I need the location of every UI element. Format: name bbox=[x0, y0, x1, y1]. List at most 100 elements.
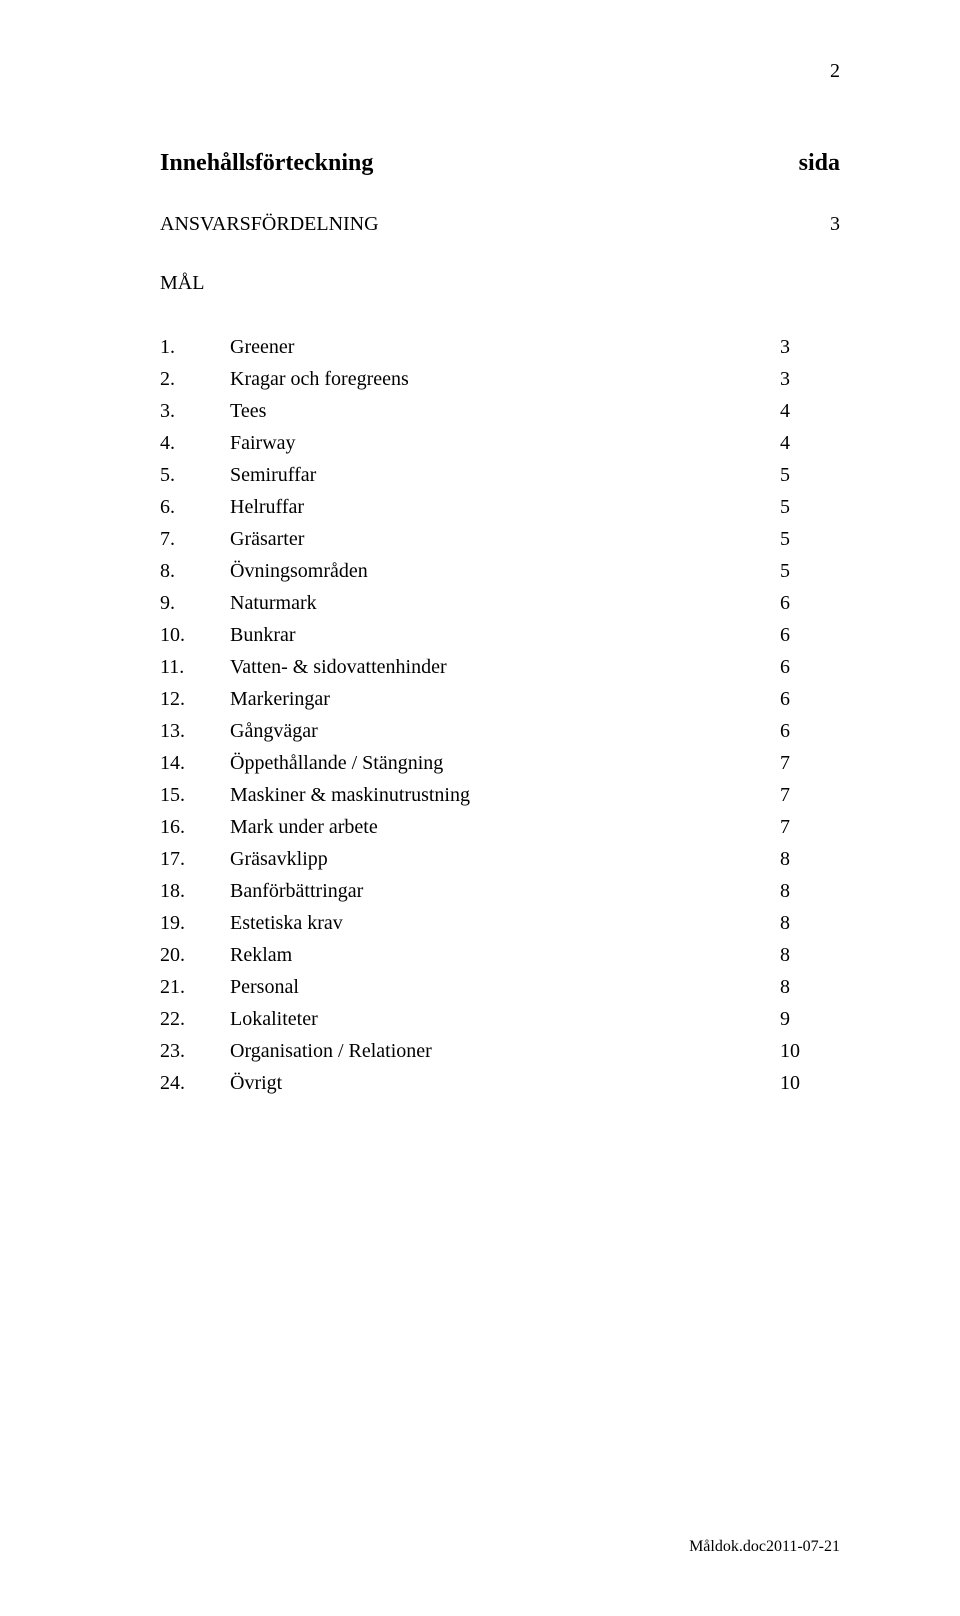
toc-row: 10.Bunkrar6 bbox=[160, 619, 840, 651]
toc-row-number: 12. bbox=[160, 683, 230, 715]
toc-row: 13.Gångvägar6 bbox=[160, 715, 840, 747]
toc-row-page: 6 bbox=[760, 715, 840, 747]
toc-row-number: 23. bbox=[160, 1035, 230, 1067]
toc-row-title: Gångvägar bbox=[230, 715, 760, 747]
toc-row-number: 14. bbox=[160, 747, 230, 779]
toc-row-number: 10. bbox=[160, 619, 230, 651]
toc-row: 15.Maskiner & maskinutrustning7 bbox=[160, 779, 840, 811]
toc-row-number: 18. bbox=[160, 875, 230, 907]
toc-row-number: 5. bbox=[160, 459, 230, 491]
toc-row-title: Mark under arbete bbox=[230, 811, 760, 843]
toc-row-page: 6 bbox=[760, 619, 840, 651]
toc-row-page: 4 bbox=[760, 427, 840, 459]
toc-row: 5.Semiruffar5 bbox=[160, 459, 840, 491]
page-number: 2 bbox=[830, 60, 840, 83]
toc-row: 2.Kragar och foregreens3 bbox=[160, 363, 840, 395]
toc-row-page: 8 bbox=[760, 907, 840, 939]
toc-row: 8.Övningsområden5 bbox=[160, 555, 840, 587]
toc-row: 4.Fairway4 bbox=[160, 427, 840, 459]
toc-row: 11.Vatten- & sidovattenhinder6 bbox=[160, 651, 840, 683]
toc-row-number: 16. bbox=[160, 811, 230, 843]
toc-row: 24.Övrigt10 bbox=[160, 1067, 840, 1099]
toc-row-number: 22. bbox=[160, 1003, 230, 1035]
toc-row-title: Gräsavklipp bbox=[230, 843, 760, 875]
toc-row-number: 13. bbox=[160, 715, 230, 747]
toc-row: 22.Lokaliteter9 bbox=[160, 1003, 840, 1035]
toc-row-title: Semiruffar bbox=[230, 459, 760, 491]
toc-row-number: 11. bbox=[160, 651, 230, 683]
footer-text: Måldok.doc2011-07-21 bbox=[689, 1538, 840, 1556]
toc-row: 17.Gräsavklipp8 bbox=[160, 843, 840, 875]
toc-row-title: Gräsarter bbox=[230, 523, 760, 555]
toc-row-number: 4. bbox=[160, 427, 230, 459]
toc-row: 23.Organisation / Relationer10 bbox=[160, 1035, 840, 1067]
toc-row-number: 3. bbox=[160, 395, 230, 427]
toc-row-page: 7 bbox=[760, 779, 840, 811]
toc-row-number: 17. bbox=[160, 843, 230, 875]
toc-row: 6.Helruffar5 bbox=[160, 491, 840, 523]
toc-row-title: Reklam bbox=[230, 939, 760, 971]
toc-row-page: 8 bbox=[760, 971, 840, 1003]
toc-row: 21.Personal8 bbox=[160, 971, 840, 1003]
toc-heading-right: sida bbox=[799, 150, 840, 177]
toc-row-title: Öppethållande / Stängning bbox=[230, 747, 760, 779]
toc-row-title: Markeringar bbox=[230, 683, 760, 715]
toc-row: 16.Mark under arbete7 bbox=[160, 811, 840, 843]
toc-row-number: 2. bbox=[160, 363, 230, 395]
toc-row-title: Organisation / Relationer bbox=[230, 1035, 760, 1067]
toc-row-page: 8 bbox=[760, 939, 840, 971]
toc-row: 12.Markeringar6 bbox=[160, 683, 840, 715]
toc-row-page: 5 bbox=[760, 555, 840, 587]
toc-row-page: 5 bbox=[760, 491, 840, 523]
toc-row-title: Övrigt bbox=[230, 1067, 760, 1099]
toc-row-title: Estetiska krav bbox=[230, 907, 760, 939]
toc-row-page: 10 bbox=[760, 1067, 840, 1099]
toc-row-page: 6 bbox=[760, 587, 840, 619]
toc-row-page: 6 bbox=[760, 683, 840, 715]
toc-row-page: 5 bbox=[760, 459, 840, 491]
toc-row-number: 8. bbox=[160, 555, 230, 587]
toc-row-number: 6. bbox=[160, 491, 230, 523]
toc-section-page: 3 bbox=[830, 213, 840, 236]
toc-row: 18.Banförbättringar8 bbox=[160, 875, 840, 907]
toc-row-number: 24. bbox=[160, 1067, 230, 1099]
toc-row-page: 4 bbox=[760, 395, 840, 427]
toc-row: 14.Öppethållande / Stängning7 bbox=[160, 747, 840, 779]
toc-section-title: ANSVARSFÖRDELNING bbox=[160, 213, 379, 236]
toc-row-title: Banförbättringar bbox=[230, 875, 760, 907]
toc-row-title: Maskiner & maskinutrustning bbox=[230, 779, 760, 811]
toc-heading: Innehållsförteckning sida bbox=[160, 150, 840, 177]
toc-row-title: Bunkrar bbox=[230, 619, 760, 651]
toc-row-page: 10 bbox=[760, 1035, 840, 1067]
toc-row-page: 3 bbox=[760, 363, 840, 395]
toc-row-title: Helruffar bbox=[230, 491, 760, 523]
toc-row-page: 8 bbox=[760, 843, 840, 875]
toc-row-page: 7 bbox=[760, 811, 840, 843]
toc-section-row: ANSVARSFÖRDELNING 3 bbox=[160, 213, 840, 236]
toc-row-page: 9 bbox=[760, 1003, 840, 1035]
toc-row-title: Tees bbox=[230, 395, 760, 427]
toc-row: 7.Gräsarter5 bbox=[160, 523, 840, 555]
toc-row-number: 9. bbox=[160, 587, 230, 619]
toc-heading-left: Innehållsförteckning bbox=[160, 150, 373, 177]
toc-row-page: 3 bbox=[760, 331, 840, 363]
toc-row-title: Kragar och foregreens bbox=[230, 363, 760, 395]
toc-row: 9.Naturmark6 bbox=[160, 587, 840, 619]
toc-row: 3.Tees4 bbox=[160, 395, 840, 427]
toc-row-number: 7. bbox=[160, 523, 230, 555]
toc-row: 20.Reklam8 bbox=[160, 939, 840, 971]
toc-row-title: Övningsområden bbox=[230, 555, 760, 587]
toc-row-title: Naturmark bbox=[230, 587, 760, 619]
toc-row-title: Personal bbox=[230, 971, 760, 1003]
toc-row-number: 21. bbox=[160, 971, 230, 1003]
toc-row-number: 15. bbox=[160, 779, 230, 811]
toc-row-title: Greener bbox=[230, 331, 760, 363]
toc-row-number: 20. bbox=[160, 939, 230, 971]
toc-row: 19.Estetiska krav8 bbox=[160, 907, 840, 939]
document-page: 2 Innehållsförteckning sida ANSVARSFÖRDE… bbox=[0, 0, 960, 1616]
toc-row-page: 7 bbox=[760, 747, 840, 779]
toc-row-page: 5 bbox=[760, 523, 840, 555]
toc-row-page: 8 bbox=[760, 875, 840, 907]
toc-subhead: MÅL bbox=[160, 272, 840, 295]
toc-row-number: 1. bbox=[160, 331, 230, 363]
